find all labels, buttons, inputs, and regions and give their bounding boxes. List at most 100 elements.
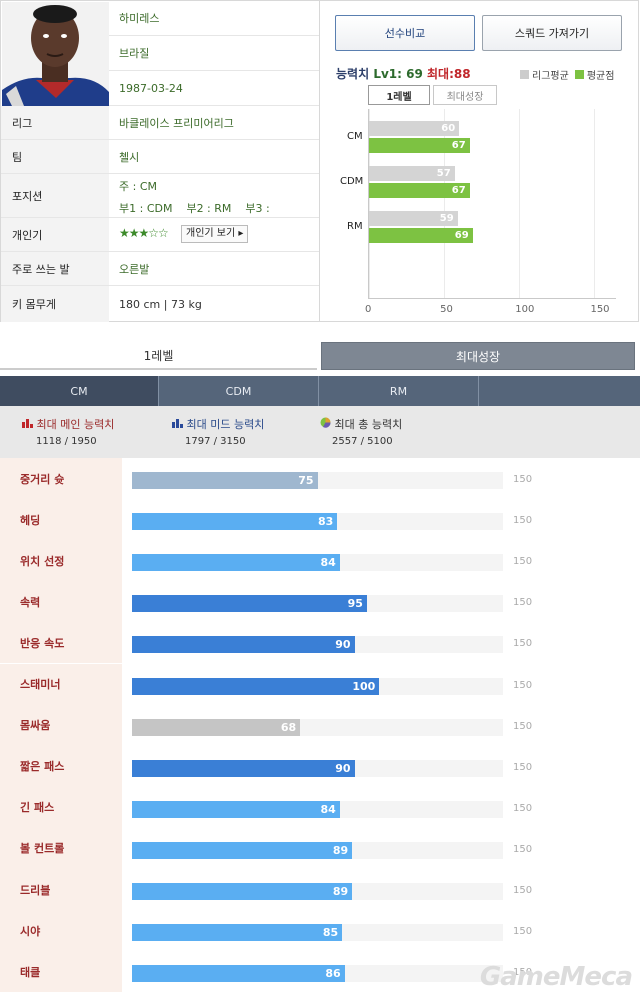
- watermark-logo: GameMeca: [479, 962, 633, 992]
- summary-total: 최대 총 능력치: [320, 416, 402, 432]
- chart-bar: 57: [369, 166, 455, 181]
- skill-stars: ★★★☆☆: [119, 226, 169, 240]
- legend-league: 리그평균: [532, 71, 569, 82]
- attribute-name: 긴 패스: [0, 786, 122, 828]
- attribute-max: 150: [513, 843, 533, 855]
- position-sub: 부1 : CDM 부2 : RM 부3 :: [119, 202, 270, 215]
- attribute-max: 150: [513, 802, 533, 814]
- team-label: 팀: [1, 140, 109, 173]
- tab-position-empty: [479, 376, 640, 406]
- skill-row: 개인기 ★★★☆☆ 개인기 보기 ▸: [1, 218, 319, 252]
- attribute-max: 150: [513, 474, 533, 485]
- chart-tick-label: 50: [440, 304, 453, 315]
- name-row: 하미레스: [109, 1, 319, 36]
- ability-label: 능력치 Lv1: 69 최대:88: [336, 65, 471, 82]
- attribute-name: 태클: [0, 951, 122, 993]
- max-value: 최대:88: [427, 67, 471, 81]
- attribute-max: 150: [513, 967, 533, 979]
- bar-chart-icon: [22, 419, 33, 428]
- position-label: 포지션: [1, 174, 109, 217]
- attribute-track: 85: [132, 924, 503, 942]
- chart-category-label: CM: [347, 131, 363, 142]
- tab-max-growth[interactable]: 최대성장: [321, 342, 635, 370]
- chart-tick-label: 150: [590, 304, 610, 315]
- attribute-bar: 68: [132, 718, 301, 736]
- attribute-track: 100: [132, 677, 503, 695]
- compare-player-button[interactable]: 선수비교: [335, 15, 475, 51]
- attribute-name: 헤딩: [0, 499, 122, 541]
- attribute-track: 68: [132, 718, 503, 736]
- attribute-track: 90: [132, 636, 503, 654]
- summary-main-label: 최대 메인 능력치: [36, 418, 115, 431]
- attribute-max: 150: [513, 556, 533, 568]
- chart-gridline: [519, 109, 521, 298]
- tab-position-cm[interactable]: CM: [0, 376, 159, 406]
- chart-category-label: CDM: [340, 176, 364, 187]
- chart-bar: 59: [369, 211, 458, 226]
- chart-bar: 67: [369, 183, 470, 198]
- legend-swatch-avg: [574, 70, 584, 79]
- attribute-name: 몸싸움: [0, 704, 122, 746]
- attribute-name: 짧은 패스: [0, 745, 122, 787]
- summary-main-value: 1118 / 1950: [36, 436, 97, 447]
- body-row: 키 몸무게 180 cm | 73 kg: [1, 286, 319, 322]
- attribute-max: 150: [513, 515, 533, 527]
- summary-mid-label: 최대 미드 능력치: [186, 418, 265, 431]
- player-photo: [2, 2, 109, 106]
- attribute-name: 스태미너: [0, 663, 122, 705]
- league-label: 리그: [1, 106, 109, 139]
- take-squad-button[interactable]: 스쿼드 가져가기: [482, 15, 622, 51]
- chart-gridline: [444, 109, 446, 298]
- attribute-max: 150: [513, 720, 533, 732]
- foot-label: 주로 쓰는 발: [1, 252, 109, 285]
- body-label: 키 몸무게: [1, 286, 109, 322]
- position-row: 포지션 주 : CM 부1 : CDM 부2 : RM 부3 :: [1, 174, 319, 218]
- team-row: 팀 첼시: [1, 140, 319, 174]
- attribute-name: 반응 속도: [0, 622, 122, 664]
- summary-mid-value: 1797 / 3150: [185, 436, 246, 447]
- chart-bar: 67: [369, 138, 470, 153]
- attribute-track: 89: [132, 841, 503, 859]
- attribute-name: 속력: [0, 581, 122, 623]
- attribute-bar: 90: [132, 759, 355, 777]
- attribute-bar: 100: [132, 677, 380, 695]
- pie-chart-icon: [320, 417, 331, 428]
- attribute-max: 150: [513, 761, 533, 773]
- tab-level1-small[interactable]: 1레벨: [368, 85, 430, 105]
- summary-mid: 최대 미드 능력치: [172, 416, 264, 432]
- skill-view-button[interactable]: 개인기 보기 ▸: [181, 225, 249, 243]
- ability-stats-panel: 선수비교 스쿼드 가져가기 능력치 Lv1: 69 최대:88 리그평균 평균점…: [319, 0, 639, 322]
- birthdate-row: 1987-03-24: [109, 71, 319, 106]
- attribute-name: 드리블: [0, 869, 122, 911]
- attribute-track: 89: [132, 883, 503, 900]
- ability-summary: 최대 메인 능력치 1118 / 1950 최대 미드 능력치 1797 / 3…: [0, 406, 640, 458]
- tab-maxgrowth-small[interactable]: 최대성장: [433, 85, 497, 105]
- position-main: 주 : CM: [119, 180, 157, 193]
- attribute-max: 150: [513, 597, 533, 609]
- player-profile-panel: 하미레스 브라질 1987-03-24 리그 바클레이스 프리미어리그 팀 첼시…: [0, 0, 320, 322]
- attribute-track: 83: [132, 513, 503, 531]
- summary-main: 최대 메인 능력치: [22, 416, 114, 432]
- attribute-bar: 83: [132, 513, 338, 531]
- legend-avg: 평균점: [586, 71, 615, 82]
- attribute-track: 90: [132, 759, 503, 777]
- league-row: 리그 바클레이스 프리미어리그: [1, 106, 319, 140]
- attribute-name: 볼 컨트롤: [0, 827, 122, 869]
- tab-position-cdm[interactable]: CDM: [159, 376, 319, 406]
- attribute-bar: 85: [132, 924, 343, 942]
- player-nationality: 브라질: [119, 47, 150, 60]
- attribute-max: 150: [513, 926, 533, 938]
- tab-position-rm[interactable]: RM: [319, 376, 479, 406]
- skill-label: 개인기: [1, 218, 109, 251]
- player-birthdate: 1987-03-24: [119, 81, 183, 95]
- position-tabs: CM CDM RM: [0, 376, 640, 406]
- body-value: 180 cm | 73 kg: [119, 297, 202, 311]
- attribute-track: 95: [132, 595, 503, 613]
- legend-swatch-league: [520, 70, 529, 79]
- tab-level1[interactable]: 1레벨: [0, 342, 317, 370]
- attribute-name: 중거리 슛: [0, 458, 122, 500]
- chart-gridline: [369, 109, 370, 298]
- foot-value: 오른발: [119, 262, 150, 276]
- attribute-max: 150: [513, 679, 533, 691]
- chart-bar: 60: [369, 121, 460, 136]
